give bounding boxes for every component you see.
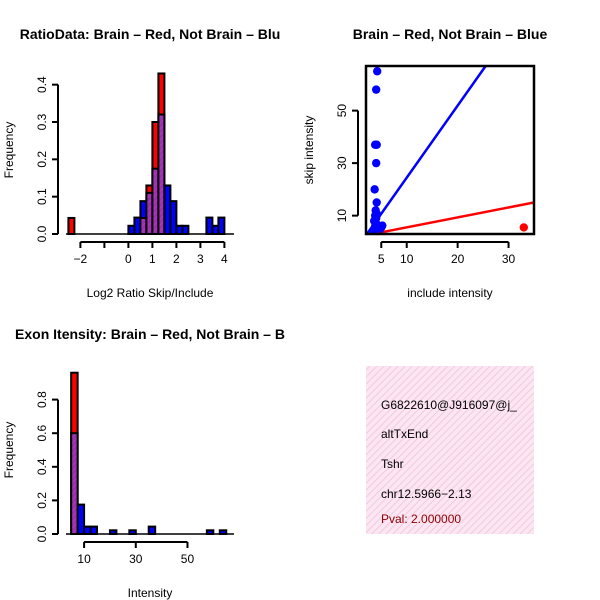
hist-bar-blue [217,216,226,235]
info-panel: G6822610@J916097@j_ altTxEnd Tshr chr12.… [366,366,534,534]
x-tick-label: 4 [221,252,228,266]
scatter-point-blue [371,206,380,215]
x-tick-label: 30 [129,552,143,566]
intensity-scatter-xlabel: include intensity [407,286,492,300]
y-tick-label: 0.4 [35,458,49,475]
y-tick-label: 0.3 [35,113,49,130]
scatter-point-blue [378,221,387,230]
exon-intensity-ylabel: Frequency [2,422,16,479]
info-panel-background [366,366,534,534]
scatter-point-blue [370,185,379,194]
red-fit-line [366,201,534,234]
info-event-id: G6822610@J916097@j_ [381,398,517,412]
intensity-scatter-title: Brain – Red, Not Brain – Blue [353,26,548,42]
hist-bar-blue [89,525,99,535]
x-tick-label: 10 [77,552,91,566]
info-event-type: altTxEnd [381,427,428,441]
x-tick-label: 10 [400,252,414,266]
scatter-plot-frame [364,64,536,236]
x-tick-label: 0 [125,252,132,266]
y-tick-label: 0.2 [35,492,49,509]
y-tick-label: 0.2 [35,151,49,168]
hist-bar-blue [147,525,157,535]
x-tick-label: 2 [173,252,180,266]
y-tick-label: 0.6 [35,425,49,442]
scatter-point-blue [372,198,381,207]
x-tick-label: 50 [181,552,195,566]
info-location: chr12.5966−2.13 [381,487,472,501]
info-pval: Pval: 2.000000 [381,512,461,526]
scatter-point-blue [372,140,381,149]
hist-bar-blue [181,224,190,235]
y-tick-label: 30 [335,156,349,170]
ratio-histogram-xlabel: Log2 Ratio Skip/Include [87,286,214,300]
intensity-scatter: Brain – Red, Not Brain – Blue include in… [302,26,547,300]
ratio-histogram-ylabel: Frequency [2,122,16,179]
y-tick-label: 0.4 [35,76,49,93]
y-tick-label: 10 [335,209,349,223]
scatter-point-red [519,223,529,232]
scatter-point-blue [371,85,381,94]
x-tick-label: 3 [197,252,204,266]
y-tick-label: 0.0 [35,225,49,242]
ratio-histogram: RatioData: Brain – Red, Not Brain – Blu … [2,26,280,300]
info-gene-name: Tshr [381,457,404,471]
x-tick-label: 1 [149,252,156,266]
y-tick-label: 0.1 [35,188,49,205]
x-tick-label: −2 [74,252,88,266]
scatter-point-blue [373,67,382,76]
scatter-point-blue [371,158,381,168]
x-tick-label: 20 [451,252,465,266]
y-tick-label: 0.8 [35,391,49,408]
x-tick-label: 5 [378,252,385,266]
x-tick-label: 30 [502,252,516,266]
y-tick-label: 0.0 [35,525,49,542]
y-tick-label: 50 [335,104,349,118]
ratio-histogram-title: RatioData: Brain – Red, Not Brain – Blu [20,26,281,42]
blue-fit-line [366,66,487,234]
intensity-scatter-ylabel: skip intensity [302,116,316,185]
exon-intensity-title: Exon Itensity: Brain – Red, Not Brain – … [15,326,285,342]
hist-bar-red [67,216,76,236]
exon-intensity-xlabel: Intensity [128,586,173,600]
exon-intensity-histogram: Exon Itensity: Brain – Red, Not Brain – … [2,326,285,600]
